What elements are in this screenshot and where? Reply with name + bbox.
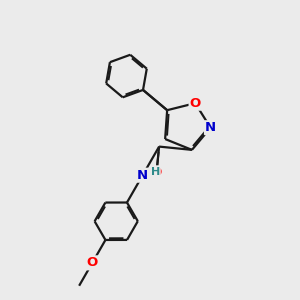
Text: O: O: [151, 167, 162, 179]
Text: O: O: [87, 256, 98, 269]
Text: N: N: [137, 169, 148, 182]
Text: H: H: [151, 167, 160, 177]
Text: O: O: [190, 97, 201, 110]
Text: N: N: [205, 121, 216, 134]
